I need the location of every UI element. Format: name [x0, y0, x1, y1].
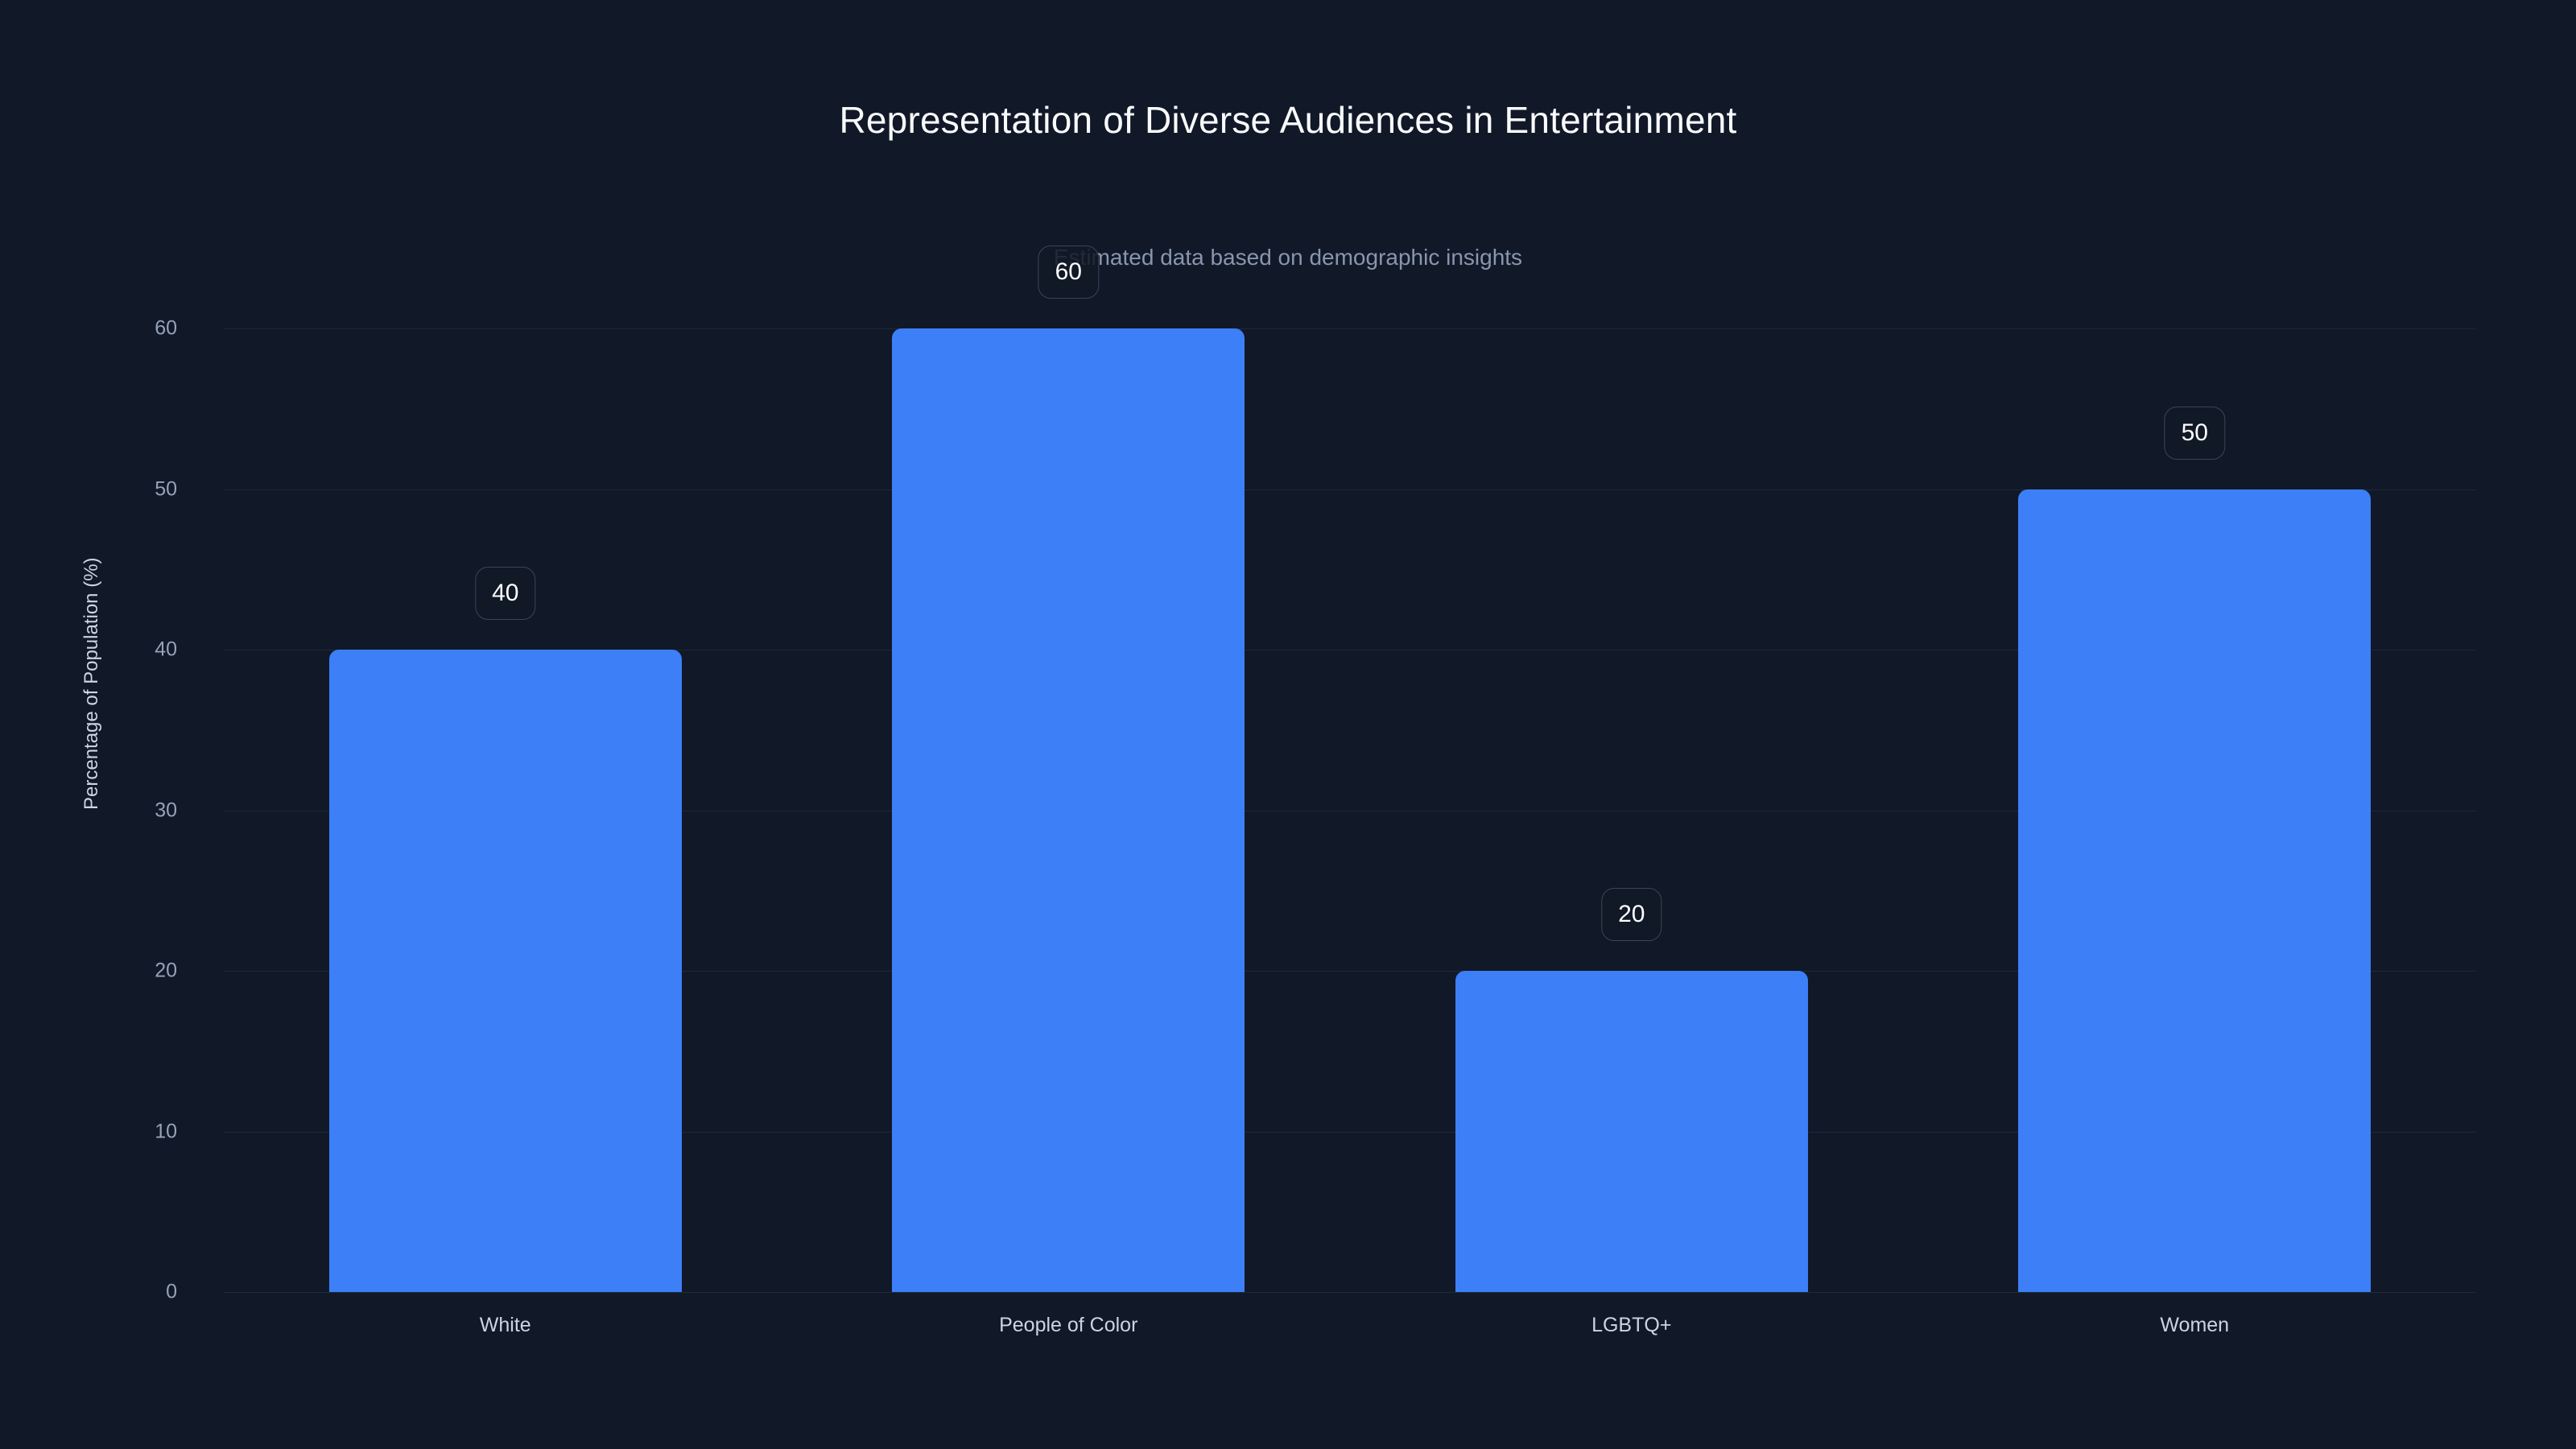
- x-axis-tick-label: People of Color: [999, 1314, 1138, 1336]
- x-axis-tick-label: LGBTQ+: [1591, 1314, 1672, 1336]
- y-axis-tick-label: 40: [155, 638, 177, 661]
- y-axis-tick-label: 30: [155, 799, 177, 821]
- gridline: [224, 971, 2476, 972]
- chart-subtitle: Estimated data based on demographic insi…: [1053, 245, 1523, 270]
- bar-women[interactable]: [2018, 489, 2372, 1292]
- x-axis-tick-label: White: [479, 1314, 531, 1336]
- y-axis-tick-label: 50: [155, 477, 177, 500]
- x-axis-category-labels: White People of Color LGBTQ+ Women: [224, 1314, 2476, 1354]
- gridline: [224, 489, 2476, 490]
- x-axis-tick-label: Women: [2160, 1314, 2230, 1336]
- bar-lgbtq[interactable]: [1455, 971, 1808, 1292]
- y-axis-tick-label: 0: [166, 1280, 177, 1303]
- y-axis-tick-label: 10: [155, 1120, 177, 1142]
- gridline: [224, 1292, 2476, 1293]
- bar-white[interactable]: [328, 650, 682, 1292]
- y-axis-tick-label: 20: [155, 959, 177, 982]
- y-axis-tick-label: 60: [155, 316, 177, 340]
- y-axis-tick-labels: 0 10 20 30 40 50 60: [0, 317, 201, 1303]
- gridline: [224, 328, 2476, 329]
- bar-people-of-color[interactable]: [892, 328, 1245, 1292]
- plot-area: [224, 328, 2476, 1293]
- chart-title: Representation of Diverse Audiences in E…: [839, 99, 1737, 141]
- gridline: [224, 1131, 2476, 1133]
